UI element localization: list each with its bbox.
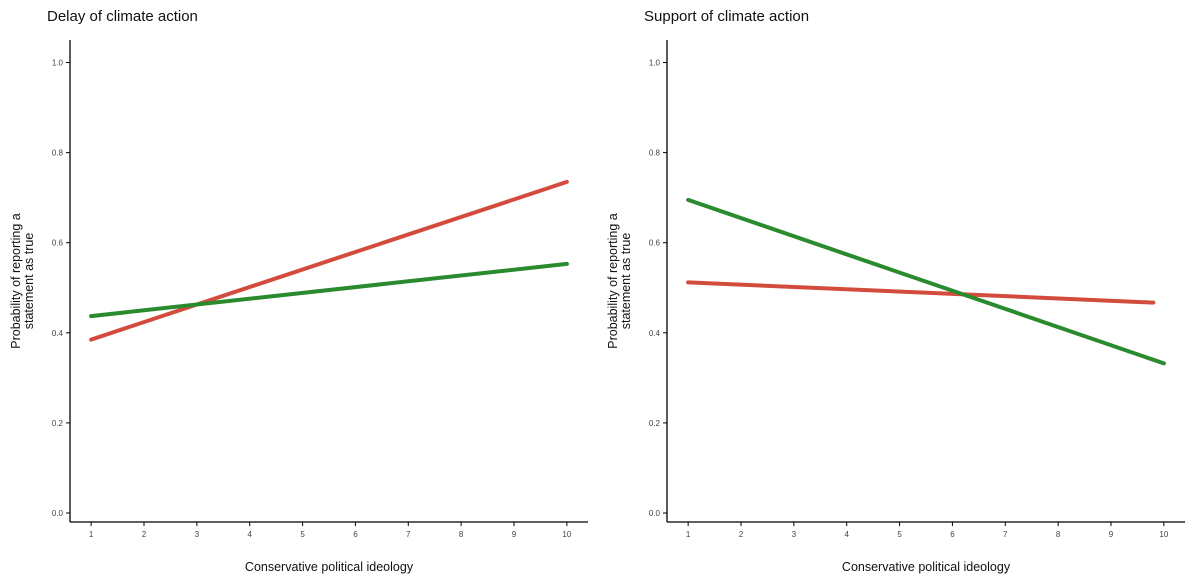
y-tick-label: 0.0 xyxy=(52,509,64,518)
y-axis-title: Probability of reporting a xyxy=(9,213,23,349)
series-line-2 xyxy=(686,197,1166,366)
y-axis-title: statement as true xyxy=(22,233,36,330)
y-tick-label: 0.4 xyxy=(52,329,64,338)
y-tick-label: 0.2 xyxy=(649,419,661,428)
x-tick-label: 4 xyxy=(247,530,252,539)
x-tick-label: 5 xyxy=(897,530,902,539)
y-tick-label: 0.6 xyxy=(52,239,64,248)
x-tick-label: 8 xyxy=(1056,530,1061,539)
series-line-1 xyxy=(686,280,1156,305)
x-tick-label: 4 xyxy=(844,530,849,539)
x-tick-label: 9 xyxy=(512,530,517,539)
y-tick-label: 0.8 xyxy=(649,149,661,158)
y-axis-title: statement as true xyxy=(619,233,633,330)
x-tick-label: 10 xyxy=(562,530,571,539)
y-tick-label: 0.4 xyxy=(649,329,661,338)
x-tick-label: 6 xyxy=(353,530,358,539)
y-axis-title: Probability of reporting a xyxy=(606,213,620,349)
x-tick-label: 2 xyxy=(739,530,744,539)
y-tick-label: 0.0 xyxy=(649,509,661,518)
chart-plot-support: 0.0 0.2 0.4 0.6 0.8 1.0 1 2 3 4 5 6 7 8 9 10 Conservativ… xyxy=(606,40,1185,574)
x-tick-label: 2 xyxy=(142,530,147,539)
x-axis-title: Conservative political ideology xyxy=(842,560,1011,574)
series-line-1 xyxy=(89,179,569,342)
x-axis-title: Conservative political ideology xyxy=(245,560,414,574)
x-tick-label: 1 xyxy=(89,530,94,539)
chart-title: Delay of climate action xyxy=(47,8,198,25)
y-tick-label: 1.0 xyxy=(52,59,64,68)
x-tick-label: 3 xyxy=(792,530,797,539)
x-tick-label: 3 xyxy=(195,530,200,539)
chart-title: Support of climate action xyxy=(644,8,810,25)
chart-plot-delay: 0.0 0.2 0.4 0.6 0.8 1.0 1 2 3 4 5 6 7 8 9 10 Conservativ… xyxy=(9,40,588,574)
chart-panel-support: Support of climate action 0.0 0.2 0.4 0.6 0.… xyxy=(597,0,1194,577)
x-tick-label: 5 xyxy=(300,530,305,539)
x-tick-label: 7 xyxy=(1003,530,1008,539)
x-tick-label: 1 xyxy=(686,530,691,539)
y-tick-label: 0.2 xyxy=(52,419,64,428)
x-tick-label: 7 xyxy=(406,530,411,539)
x-tick-label: 8 xyxy=(459,530,464,539)
chart-panel-delay: Delay of climate action 0.0 0.2 0.4 0.6 0.8 1… xyxy=(9,8,588,574)
y-tick-label: 0.6 xyxy=(649,239,661,248)
y-tick-label: 1.0 xyxy=(649,59,661,68)
x-tick-label: 10 xyxy=(1159,530,1168,539)
series-line-2 xyxy=(89,261,569,319)
x-tick-label: 6 xyxy=(950,530,955,539)
y-tick-label: 0.8 xyxy=(52,149,64,158)
x-tick-label: 9 xyxy=(1109,530,1114,539)
